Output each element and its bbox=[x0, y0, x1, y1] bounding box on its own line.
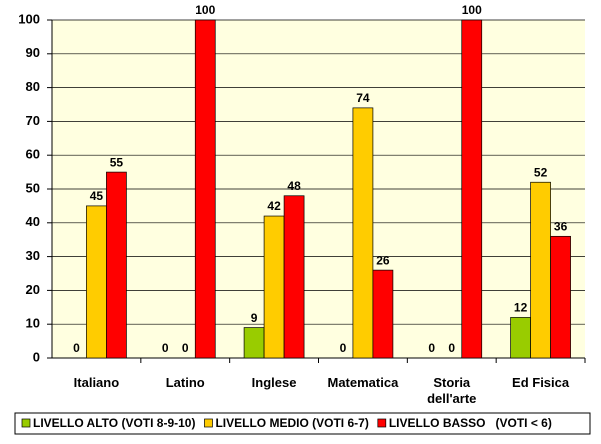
legend-swatch bbox=[21, 418, 31, 428]
value-label: 52 bbox=[534, 165, 548, 179]
value-label: 9 bbox=[251, 311, 258, 325]
bar bbox=[243, 327, 265, 359]
bar bbox=[550, 235, 571, 359]
bar bbox=[86, 205, 107, 359]
value-label: 0 bbox=[448, 341, 455, 355]
value-label: 42 bbox=[267, 199, 281, 213]
value-label: 0 bbox=[73, 341, 80, 355]
y-tick-label: 90 bbox=[26, 45, 40, 60]
y-tick-label: 50 bbox=[26, 180, 40, 195]
legend-swatch bbox=[377, 418, 387, 428]
bar bbox=[283, 195, 305, 359]
legend-label: LIVELLO BASSO (VOTI < 6) bbox=[389, 416, 552, 430]
y-tick-label: 70 bbox=[26, 113, 40, 128]
legend-swatch bbox=[204, 418, 213, 428]
value-label: 74 bbox=[356, 91, 370, 105]
legend-label: LIVELLO MEDIO (VOTI 6-7) bbox=[215, 416, 368, 430]
bar bbox=[461, 19, 483, 359]
y-tick-label: 10 bbox=[26, 316, 40, 331]
bar bbox=[263, 215, 285, 359]
value-label: 0 bbox=[340, 341, 347, 355]
y-tick-label: 40 bbox=[26, 214, 40, 229]
x-tick-label: Ed Fisica bbox=[512, 375, 570, 390]
y-tick-label: 30 bbox=[26, 248, 40, 263]
value-label: 36 bbox=[554, 219, 568, 233]
y-tick-label: 80 bbox=[26, 79, 40, 94]
bar bbox=[106, 171, 127, 359]
value-label: 100 bbox=[462, 3, 482, 17]
legend-label: LIVELLO ALTO (VOTI 8-9-10) bbox=[33, 416, 195, 430]
y-tick-label: 60 bbox=[26, 147, 40, 162]
x-tick-label: Italiano bbox=[73, 375, 120, 390]
x-tick-label: Storia dell'arte bbox=[427, 375, 477, 406]
y-tick-label: 100 bbox=[18, 11, 40, 26]
value-label: 12 bbox=[514, 301, 528, 315]
value-label: 0 bbox=[428, 341, 435, 355]
value-label: 26 bbox=[376, 253, 390, 267]
bar bbox=[352, 107, 374, 359]
y-tick-label: 20 bbox=[26, 282, 40, 297]
bar bbox=[372, 269, 394, 359]
value-label: 0 bbox=[182, 341, 189, 355]
bar bbox=[530, 181, 551, 359]
value-label: 48 bbox=[287, 179, 301, 193]
bar bbox=[510, 317, 531, 359]
value-label: 0 bbox=[162, 341, 169, 355]
x-tick-label: Latino bbox=[165, 375, 205, 390]
legend-box bbox=[14, 412, 591, 435]
x-tick-label: Matematica bbox=[327, 375, 399, 390]
value-label: 100 bbox=[195, 3, 215, 17]
y-tick-label: 0 bbox=[33, 349, 40, 364]
value-label: 45 bbox=[90, 189, 104, 203]
x-tick-label: Inglese bbox=[251, 375, 297, 390]
value-label: 55 bbox=[110, 155, 124, 169]
bar bbox=[194, 19, 216, 359]
